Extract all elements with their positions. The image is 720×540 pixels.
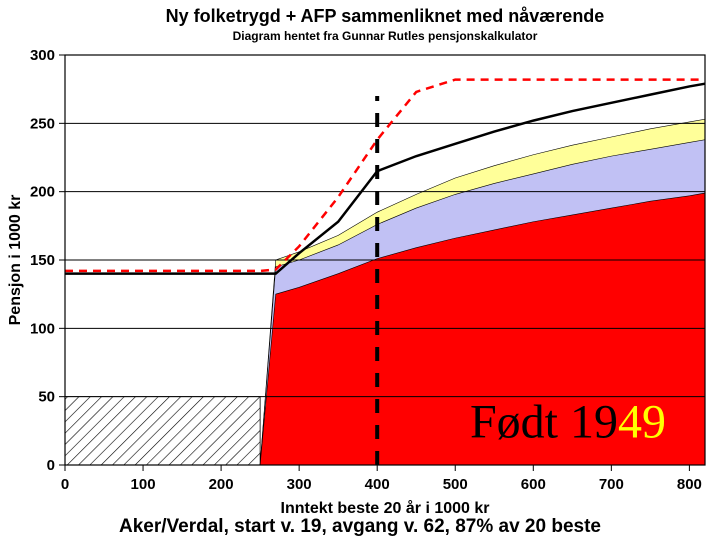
- xtick-label: 200: [209, 476, 234, 493]
- xtick-label: 400: [365, 476, 390, 493]
- chart-subtitle: Diagram hentet fra Gunnar Rutles pensjon…: [233, 29, 538, 43]
- xtick-label: 300: [287, 476, 312, 493]
- ytick-label: 200: [30, 184, 55, 201]
- ytick-label: 300: [30, 47, 55, 64]
- x-axis-label: Inntekt beste 20 år i 1000 kr: [281, 499, 490, 517]
- ytick-label: 50: [38, 389, 55, 406]
- overlay-year: Født 1949: [470, 396, 666, 449]
- ytick-label: 0: [47, 457, 55, 474]
- xtick-label: 700: [599, 476, 624, 493]
- chart-title: Ny folketrygd + AFP sammenliknet med nåv…: [166, 6, 605, 26]
- xtick-label: 500: [443, 476, 468, 493]
- y-axis-label: Pensjon i 1000 kr: [7, 195, 24, 326]
- ytick-label: 150: [30, 252, 55, 269]
- pension-chart: Ny folketrygd + AFP sammenliknet med nåv…: [0, 0, 720, 540]
- hatch-region: [65, 397, 260, 465]
- ytick-label: 250: [30, 115, 55, 132]
- xtick-label: 800: [677, 476, 702, 493]
- ytick-label: 100: [30, 320, 55, 337]
- xtick-label: 100: [131, 476, 156, 493]
- chart-caption: Aker/Verdal, start v. 19, avgang v. 62, …: [119, 516, 601, 537]
- xtick-label: 600: [521, 476, 546, 493]
- xtick-label: 0: [61, 476, 69, 493]
